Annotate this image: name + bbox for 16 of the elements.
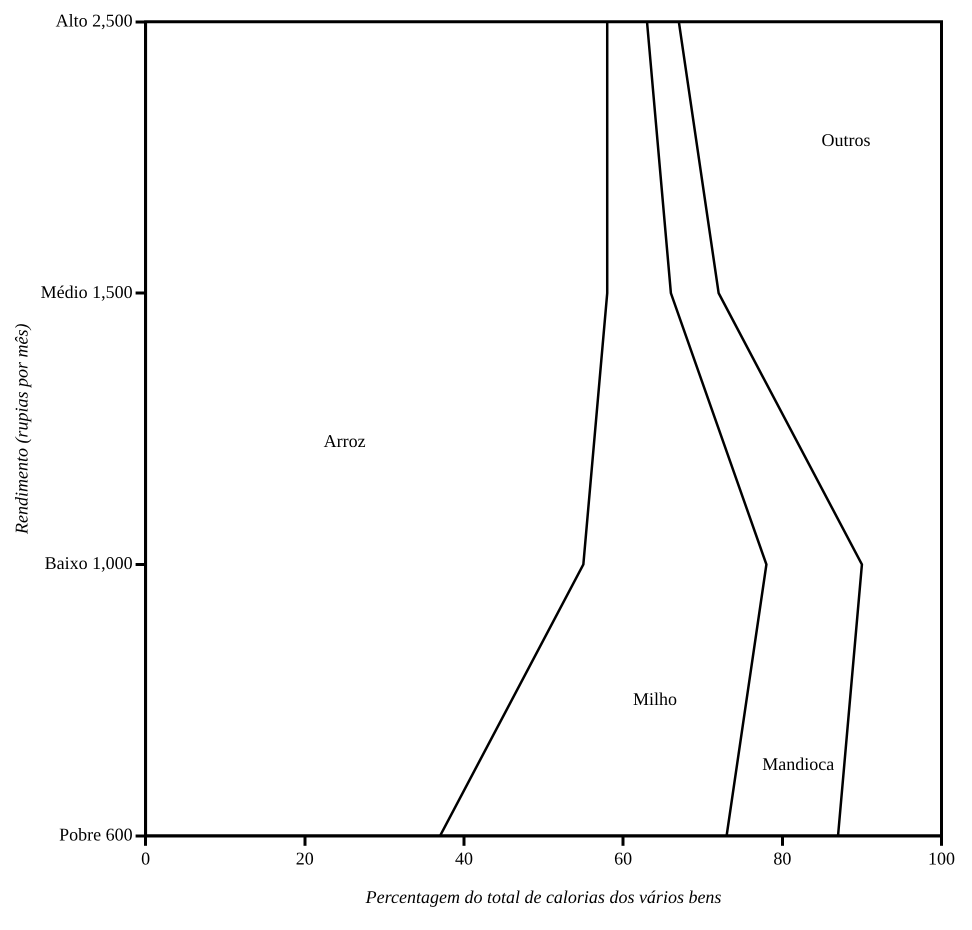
x-tick-label: 20: [296, 848, 314, 868]
x-tick-label: 100: [928, 848, 955, 868]
x-tick-label: 80: [773, 848, 792, 868]
x-tick-label: 0: [141, 848, 150, 868]
annotation: Arroz: [324, 431, 366, 452]
y-axis-title: Rendimento (rupias por mês): [12, 324, 32, 536]
y-tick-label: Médio 1,500: [40, 282, 133, 302]
x-tick-label: 40: [454, 848, 473, 868]
x-axis-title: Percentagem do total de calorias dos vários bens: [364, 886, 722, 907]
y-tick-label: Baixo 1,000: [44, 553, 133, 574]
annotation: Outros: [821, 130, 870, 150]
annotation: Mandioca: [762, 754, 834, 774]
y-tick-label: Pobre 600: [59, 824, 133, 845]
x-tick-label: 60: [614, 848, 632, 868]
y-tick-label: Alto 2,500: [56, 10, 133, 31]
annotation: Milho: [632, 688, 677, 709]
